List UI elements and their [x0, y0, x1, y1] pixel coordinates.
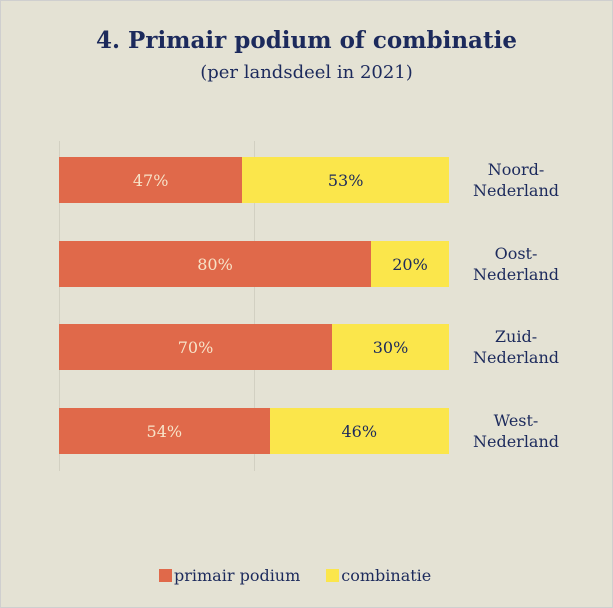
grid-line: [254, 141, 255, 471]
legend-swatch: [326, 569, 340, 582]
bar-segment: 20%: [371, 241, 449, 287]
legend-swatch: [159, 569, 172, 582]
bar-segment: 54%: [59, 408, 270, 454]
category-label: Oost-Nederland: [472, 244, 560, 284]
category-label: Zuid-Nederland: [472, 327, 560, 367]
bar-segment: 47%: [59, 157, 243, 203]
grid-line: [59, 141, 60, 471]
value-label: 30%: [372, 337, 409, 357]
chart-subtitle: (per landsdeel in 2021): [200, 62, 413, 83]
value-label: 53%: [327, 170, 364, 190]
legend-item: combinatie: [326, 566, 431, 585]
value-label: 80%: [197, 254, 233, 274]
value-label: 70%: [177, 337, 214, 357]
value-label: 54%: [146, 421, 183, 441]
chart-title: 4. Primair podium of combinatie: [96, 27, 517, 54]
bar-segment: 46%: [269, 408, 449, 454]
legend-item: primair podium: [159, 566, 300, 585]
value-label: 47%: [132, 170, 169, 190]
category-label: West-Nederland: [472, 411, 560, 451]
legend-label: combinatie: [341, 566, 432, 585]
category-label: Noord-Nederland: [472, 160, 560, 200]
bar-segment: 70%: [59, 324, 332, 370]
legend-label: primair podium: [174, 566, 301, 585]
value-label: 46%: [341, 421, 378, 441]
bar-segment: 30%: [332, 324, 449, 370]
bar-segment: 53%: [242, 157, 449, 203]
value-label: 20%: [392, 254, 428, 274]
bar-segment: 80%: [59, 241, 371, 287]
